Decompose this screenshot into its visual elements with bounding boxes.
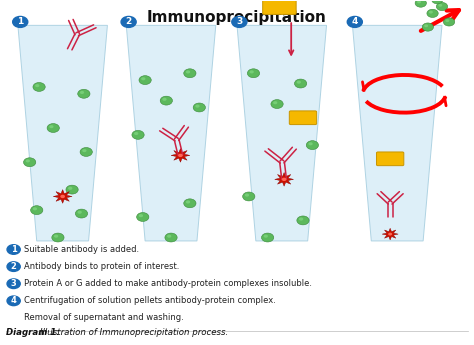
Circle shape xyxy=(78,89,90,98)
Text: 1: 1 xyxy=(11,245,17,254)
Circle shape xyxy=(75,209,88,218)
Polygon shape xyxy=(171,149,190,162)
Circle shape xyxy=(134,132,138,135)
Circle shape xyxy=(186,200,190,204)
Circle shape xyxy=(160,96,173,105)
Circle shape xyxy=(66,185,78,194)
Polygon shape xyxy=(18,25,108,241)
Circle shape xyxy=(49,125,54,128)
Text: 3: 3 xyxy=(11,279,17,288)
Circle shape xyxy=(52,233,64,242)
Circle shape xyxy=(443,18,455,26)
Circle shape xyxy=(347,17,362,27)
Circle shape xyxy=(184,199,196,208)
Circle shape xyxy=(162,98,167,101)
Circle shape xyxy=(417,0,421,3)
Circle shape xyxy=(68,187,73,190)
Polygon shape xyxy=(53,190,72,203)
Text: Illustration of Immunoprecipitation process.: Illustration of Immunoprecipitation proc… xyxy=(40,328,228,337)
Polygon shape xyxy=(353,25,442,241)
Circle shape xyxy=(432,0,443,4)
Text: 1: 1 xyxy=(17,17,23,27)
Circle shape xyxy=(132,130,144,139)
Text: 4: 4 xyxy=(11,296,17,305)
Circle shape xyxy=(7,262,20,272)
Circle shape xyxy=(282,178,286,181)
Circle shape xyxy=(141,77,146,80)
Circle shape xyxy=(33,82,45,91)
Circle shape xyxy=(232,17,247,27)
Circle shape xyxy=(262,233,274,242)
Circle shape xyxy=(245,194,249,197)
Text: 3: 3 xyxy=(236,17,243,27)
Circle shape xyxy=(273,101,277,104)
Circle shape xyxy=(193,103,205,112)
Circle shape xyxy=(243,192,255,201)
Circle shape xyxy=(427,9,438,18)
FancyBboxPatch shape xyxy=(263,0,296,14)
Circle shape xyxy=(178,154,183,157)
Polygon shape xyxy=(237,25,327,241)
Circle shape xyxy=(26,159,30,162)
Circle shape xyxy=(7,245,20,254)
Circle shape xyxy=(82,149,87,152)
Circle shape xyxy=(186,70,190,73)
Circle shape xyxy=(271,100,283,109)
Text: Protein A or G added to make antibody-protein complexes insoluble.: Protein A or G added to make antibody-pr… xyxy=(24,279,312,288)
Circle shape xyxy=(294,79,307,88)
Text: Diagram 1:: Diagram 1: xyxy=(6,328,60,337)
Circle shape xyxy=(80,148,92,156)
Circle shape xyxy=(54,235,58,238)
Circle shape xyxy=(446,19,449,22)
Circle shape xyxy=(165,233,177,242)
Circle shape xyxy=(13,17,28,27)
Text: Immunoprecipitation: Immunoprecipitation xyxy=(147,10,327,25)
Circle shape xyxy=(121,17,136,27)
Circle shape xyxy=(438,4,442,7)
Circle shape xyxy=(195,105,200,108)
Circle shape xyxy=(424,24,428,27)
Circle shape xyxy=(306,141,319,150)
Circle shape xyxy=(78,211,82,214)
Text: Suitable antibody is added.: Suitable antibody is added. xyxy=(24,245,139,254)
Circle shape xyxy=(33,207,37,210)
Circle shape xyxy=(422,23,434,31)
Circle shape xyxy=(299,217,303,221)
Text: Removal of supernatant and washing.: Removal of supernatant and washing. xyxy=(24,314,184,323)
Circle shape xyxy=(264,235,268,238)
Circle shape xyxy=(7,296,20,306)
Polygon shape xyxy=(382,228,398,240)
Circle shape xyxy=(247,69,260,78)
Circle shape xyxy=(388,233,392,236)
Circle shape xyxy=(184,69,196,78)
Circle shape xyxy=(429,11,433,13)
FancyBboxPatch shape xyxy=(376,152,404,166)
Circle shape xyxy=(167,235,171,238)
Text: 2: 2 xyxy=(11,262,17,271)
Circle shape xyxy=(297,81,301,84)
Circle shape xyxy=(60,195,65,198)
Text: Centrifugation of solution pellets antibody-protein complex.: Centrifugation of solution pellets antib… xyxy=(24,296,276,305)
Circle shape xyxy=(309,142,313,145)
Circle shape xyxy=(24,158,36,167)
FancyBboxPatch shape xyxy=(289,111,317,125)
Polygon shape xyxy=(126,25,216,241)
Circle shape xyxy=(437,2,447,11)
Circle shape xyxy=(7,279,20,288)
Circle shape xyxy=(80,91,84,94)
Circle shape xyxy=(35,84,39,87)
Circle shape xyxy=(249,70,254,73)
Circle shape xyxy=(47,124,59,132)
Polygon shape xyxy=(275,172,293,186)
Circle shape xyxy=(139,76,151,85)
Text: 2: 2 xyxy=(126,17,132,27)
Text: 4: 4 xyxy=(352,17,358,27)
Circle shape xyxy=(137,213,149,221)
Circle shape xyxy=(139,214,143,217)
Text: Antibody binds to protein of interest.: Antibody binds to protein of interest. xyxy=(24,262,179,271)
Circle shape xyxy=(31,206,43,215)
Circle shape xyxy=(415,0,427,7)
Circle shape xyxy=(297,216,309,225)
